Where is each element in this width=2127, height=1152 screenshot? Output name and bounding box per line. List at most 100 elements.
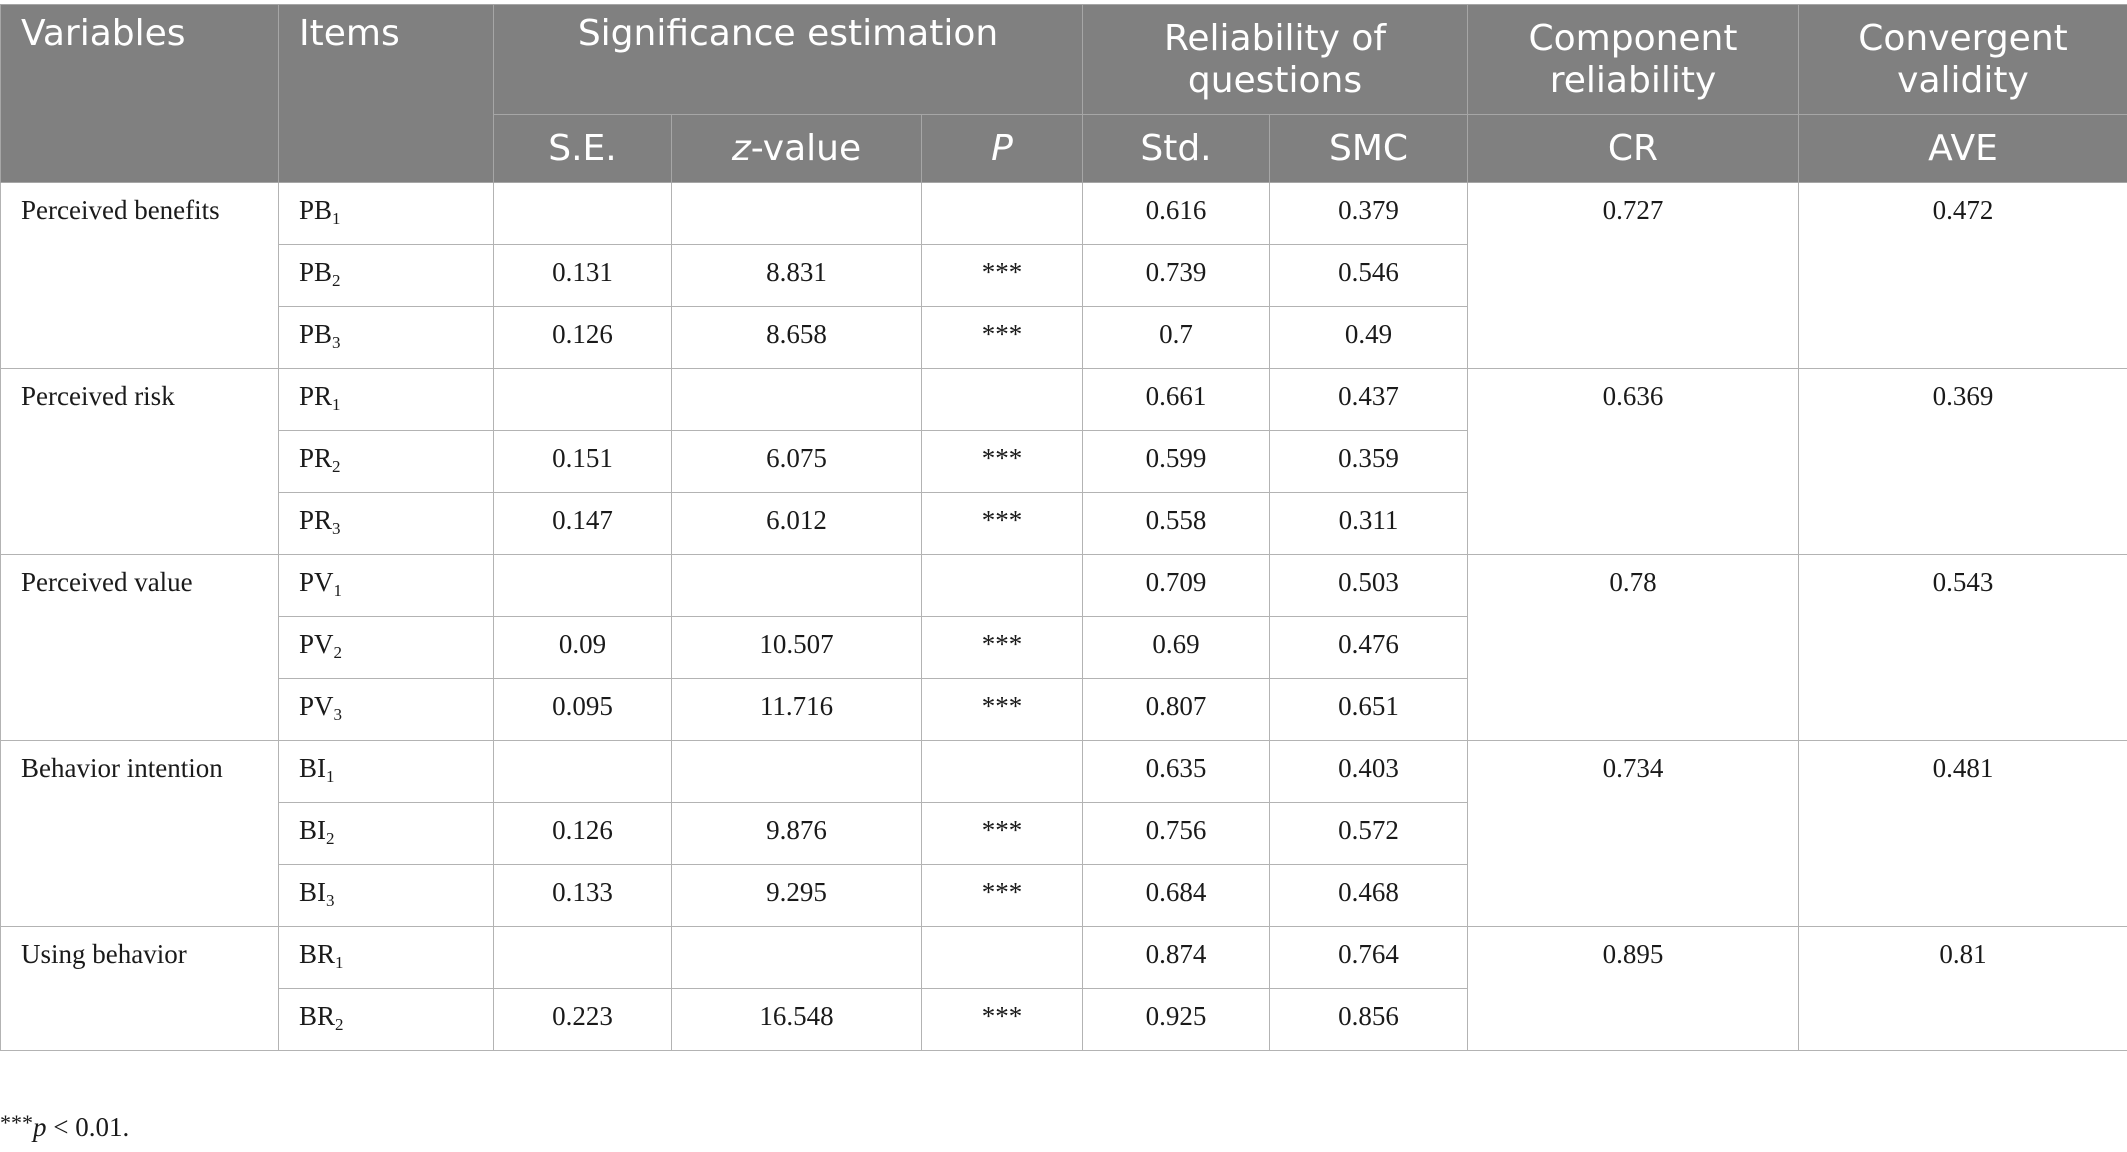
item-cell: PB3 [278, 306, 494, 369]
item-subscript: 1 [335, 953, 344, 972]
item-code: PV [299, 629, 334, 659]
smc-cell: 0.359 [1269, 430, 1468, 493]
std-cell: 0.69 [1082, 616, 1270, 679]
p-cell: *** [921, 864, 1083, 927]
z-value-cell [671, 368, 922, 431]
std-cell: 0.756 [1082, 802, 1270, 865]
std-cell: 0.684 [1082, 864, 1270, 927]
std-cell: 0.599 [1082, 430, 1270, 493]
se-cell: 0.126 [493, 802, 672, 865]
header-ave: AVE [1798, 114, 2127, 183]
table-row: Behavior intention BI1 0.635 0.403 0.734 0.48… [0, 740, 2127, 927]
se-cell: 0.131 [493, 244, 672, 307]
p-cell: *** [921, 244, 1083, 307]
ave-cell: 0.472 [1798, 182, 2127, 369]
item-cell: BR1 [278, 926, 494, 989]
se-cell: 0.133 [493, 864, 672, 927]
table-row: PV2 0.09 10.507 *** 0.69 0.476 [1, 616, 2127, 679]
smc-cell: 0.764 [1269, 926, 1468, 989]
header-component-reliability: Component reliability [1467, 4, 1799, 115]
std-cell: 0.709 [1082, 554, 1270, 617]
item-cell: PR3 [278, 492, 494, 555]
header-convergent-validity: Convergent validity [1798, 4, 2127, 115]
item-subscript: 1 [332, 209, 341, 228]
se-cell [493, 182, 672, 245]
item-cell: PV1 [278, 554, 494, 617]
item-code: PB [299, 257, 333, 287]
header-items: Items [278, 4, 494, 183]
variable-cell: Perceived value [0, 554, 279, 741]
smc-cell: 0.651 [1269, 678, 1468, 741]
variable-cell: Perceived benefits [0, 182, 279, 369]
table-row: Perceived risk PR1 0.661 0.437 0.636 0.369 [0, 368, 2127, 555]
footnote: ***p < 0.01. [0, 1110, 130, 1142]
item-subscript: 2 [326, 829, 335, 848]
table-row: Perceived value PV1 0.709 0.503 0.78 0.543 [0, 554, 2127, 741]
item-subscript: 3 [326, 891, 335, 910]
p-cell [921, 926, 1083, 989]
item-cell: BI2 [278, 802, 494, 865]
p-cell: *** [921, 492, 1083, 555]
table-row: Perceived benefits PB1 0.616 0.379 0.727 0.47… [0, 182, 2127, 369]
smc-cell: 0.403 [1269, 740, 1468, 803]
z-value-cell: 8.831 [671, 244, 922, 307]
item-code: PR [299, 443, 333, 473]
p-cell: *** [921, 616, 1083, 679]
table-row: BR2 0.223 16.548 *** 0.925 0.856 [1, 988, 2127, 1051]
item-code: BI [299, 815, 326, 845]
header-p: P [921, 114, 1083, 183]
se-cell: 0.126 [493, 306, 672, 369]
item-code: PB [299, 319, 333, 349]
item-code: PR [299, 381, 333, 411]
item-cell: BI1 [278, 740, 494, 803]
ave-cell: 0.543 [1798, 554, 2127, 741]
header-cr: CR [1467, 114, 1799, 183]
std-cell: 0.925 [1082, 988, 1270, 1051]
item-code: PV [299, 567, 334, 597]
cr-cell: 0.636 [1467, 368, 1799, 555]
item-cell: PB1 [278, 182, 494, 245]
smc-cell: 0.503 [1269, 554, 1468, 617]
variable-cell: Using behavior [0, 926, 279, 1051]
se-cell: 0.09 [493, 616, 672, 679]
cr-cell: 0.895 [1467, 926, 1799, 1051]
se-cell [493, 554, 672, 617]
item-subscript: 2 [332, 457, 341, 476]
smc-cell: 0.572 [1269, 802, 1468, 865]
std-cell: 0.616 [1082, 182, 1270, 245]
p-cell: *** [921, 802, 1083, 865]
header-reliability: Reliability of questions [1082, 4, 1468, 115]
header-smc: SMC [1269, 114, 1468, 183]
se-cell: 0.147 [493, 492, 672, 555]
se-cell [493, 926, 672, 989]
se-cell: 0.223 [493, 988, 672, 1051]
se-cell: 0.095 [493, 678, 672, 741]
item-cell: BI3 [278, 864, 494, 927]
item-cell: BR2 [278, 988, 494, 1051]
item-cell: PR1 [278, 368, 494, 431]
table-row: BI3 0.133 9.295 *** 0.684 0.468 [1, 864, 2127, 927]
std-cell: 0.635 [1082, 740, 1270, 803]
item-code: BR [299, 939, 336, 969]
ave-cell: 0.369 [1798, 368, 2127, 555]
std-cell: 0.874 [1082, 926, 1270, 989]
item-cell: PB2 [278, 244, 494, 307]
z-value-cell: 6.012 [671, 492, 922, 555]
table-row: Using behavior BR1 0.874 0.764 0.895 0.81 [0, 926, 2127, 1051]
p-cell [921, 740, 1083, 803]
cr-cell: 0.727 [1467, 182, 1799, 369]
z-value-cell [671, 740, 922, 803]
std-cell: 0.661 [1082, 368, 1270, 431]
z-value-cell [671, 554, 922, 617]
z-value-cell [671, 926, 922, 989]
std-cell: 0.807 [1082, 678, 1270, 741]
variable-cell: Behavior intention [0, 740, 279, 927]
p-cell: *** [921, 678, 1083, 741]
table-header: Variables Items Significance estimation … [0, 4, 2127, 183]
header-z-value: z-value [671, 114, 922, 183]
table-row: PB2 0.131 8.831 *** 0.739 0.546 [1, 244, 2127, 307]
header-se: S.E. [493, 114, 672, 183]
cr-cell: 0.734 [1467, 740, 1799, 927]
item-code: BI [299, 877, 326, 907]
item-code: PV [299, 691, 334, 721]
